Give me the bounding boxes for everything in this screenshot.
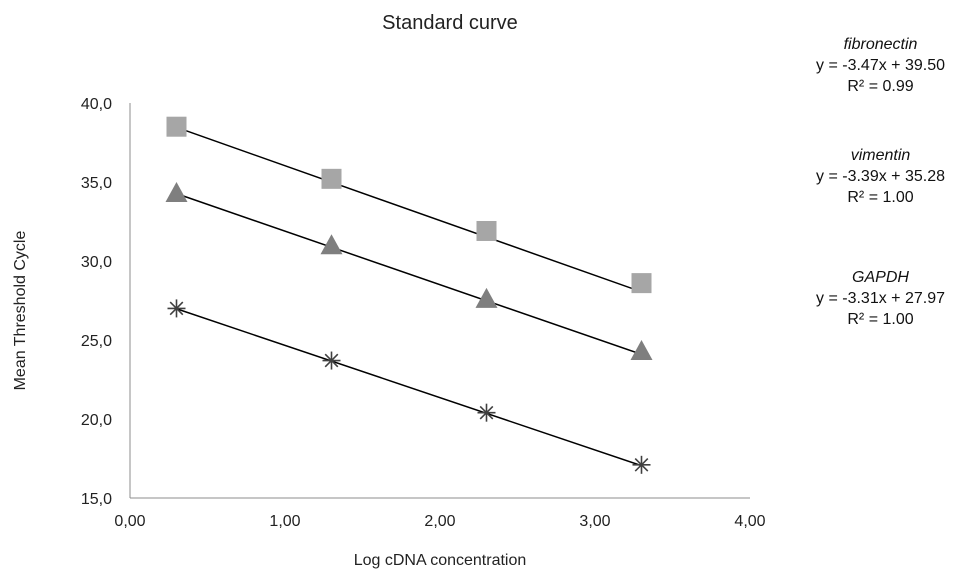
r-squared-vimentin: R² = 1.00 xyxy=(847,189,914,206)
marker-fibronectin xyxy=(476,220,497,241)
trendline-fibronectin xyxy=(176,126,642,293)
trendline-vimentin xyxy=(176,192,642,356)
marker-gapdh xyxy=(477,403,496,422)
equation-gapdh: GAPDH y = -3.31x + 27.97 R² = 1.00 xyxy=(816,267,945,330)
x-tick-label: 4,00 xyxy=(734,513,765,530)
y-tick-label: 30,0 xyxy=(81,254,112,271)
marker-vimentin xyxy=(475,287,498,308)
marker-fibronectin xyxy=(631,273,652,294)
series-name-fibronectin: fibronectin xyxy=(843,36,918,53)
y-tick-label: 35,0 xyxy=(81,175,112,192)
marker-fibronectin xyxy=(166,116,187,137)
x-tick-label: 3,00 xyxy=(579,513,610,530)
marker-vimentin xyxy=(630,340,653,361)
trend-equation-fibronectin: y = -3.47x + 39.50 xyxy=(816,57,945,74)
marker-vimentin xyxy=(165,182,188,203)
y-tick-label: 25,0 xyxy=(81,333,112,350)
y-tick-label: 40,0 xyxy=(81,96,112,113)
series-name-vimentin: vimentin xyxy=(850,147,911,164)
marker-gapdh xyxy=(167,299,186,318)
y-axis-label: Mean Threshold Cycle xyxy=(12,231,29,391)
trendlines xyxy=(176,126,642,467)
data-markers xyxy=(165,116,653,474)
x-axis-label: Log cDNA concentration xyxy=(354,552,527,569)
marker-fibronectin xyxy=(321,168,342,189)
trendline-gapdh xyxy=(176,308,642,467)
axis-labels: Log cDNA concentration Mean Threshold Cyc… xyxy=(12,231,526,569)
y-tick-label: 20,0 xyxy=(81,412,112,429)
x-tick-label: 0,00 xyxy=(114,513,145,530)
trend-equation-gapdh: y = -3.31x + 27.97 xyxy=(816,290,945,307)
marker-gapdh xyxy=(322,351,341,370)
x-tick-label: 2,00 xyxy=(424,513,455,530)
equation-fibronectin: fibronectin y = -3.47x + 39.50 R² = 0.99 xyxy=(816,34,945,97)
r-squared-gapdh: R² = 1.00 xyxy=(847,311,914,328)
x-tick-label: 1,00 xyxy=(269,513,300,530)
r-squared-fibronectin: R² = 0.99 xyxy=(847,78,914,95)
equation-vimentin: vimentin y = -3.39x + 35.28 R² = 1.00 xyxy=(816,145,945,208)
y-tick-label: 15,0 xyxy=(81,491,112,508)
series-name-gapdh: GAPDH xyxy=(852,269,909,286)
marker-gapdh xyxy=(632,455,651,474)
chart-title: Standard curve xyxy=(382,12,518,34)
tick-labels: 0,00 1,00 2,00 3,00 4,00 15,0 20,0 25,0 30,0 35,0… xyxy=(81,96,766,530)
trend-equation-vimentin: y = -3.39x + 35.28 xyxy=(816,168,945,185)
marker-vimentin xyxy=(320,234,343,255)
axes xyxy=(129,103,750,499)
